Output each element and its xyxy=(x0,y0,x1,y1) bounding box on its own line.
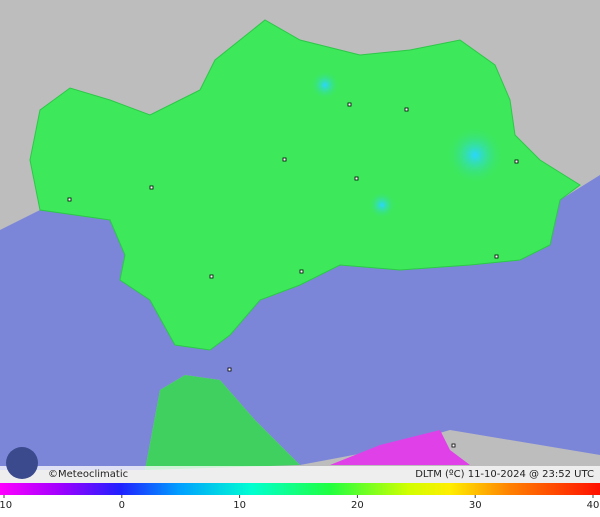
morocco xyxy=(145,375,300,470)
stations xyxy=(67,102,519,448)
footer-bar xyxy=(0,466,600,483)
colorbar-ticks: -10 0 10 20 30 40 xyxy=(0,495,599,511)
tick-label: 10 xyxy=(233,500,246,511)
tick-label: -10 xyxy=(0,500,12,511)
colorbar xyxy=(0,483,600,495)
andalusia xyxy=(29,19,581,351)
caption: DLTM (ºC) 11-10-2024 @ 23:52 UTC xyxy=(415,469,594,480)
cold-area xyxy=(310,70,340,100)
tick-label: 30 xyxy=(469,500,482,511)
cold-area xyxy=(368,191,396,219)
cold-area xyxy=(445,125,505,185)
logo xyxy=(6,447,38,479)
tick-label: 40 xyxy=(587,500,600,511)
sea xyxy=(0,175,600,470)
tick-label: 20 xyxy=(351,500,364,511)
tick-label: 0 xyxy=(119,500,125,511)
brand: ©Meteoclimatic xyxy=(48,469,128,480)
warm-area xyxy=(330,430,470,465)
